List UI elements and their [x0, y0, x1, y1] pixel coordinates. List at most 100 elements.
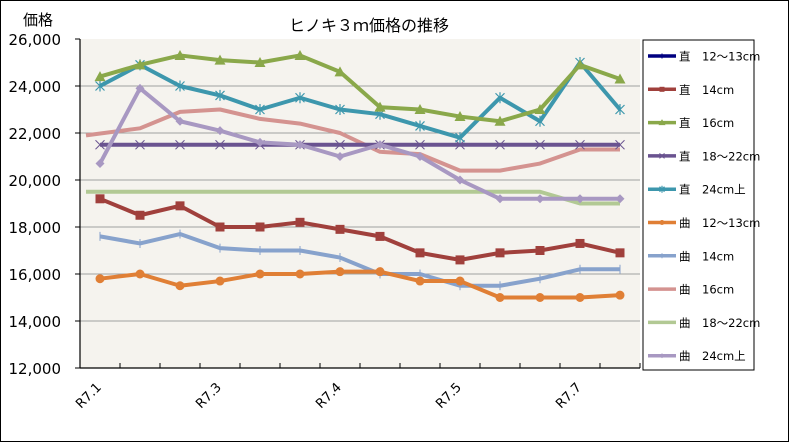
data-point	[614, 73, 626, 84]
data-point	[495, 139, 505, 150]
data-point	[135, 139, 145, 150]
x-tick-label: R7.7	[553, 380, 585, 412]
series-line	[98, 86, 620, 201]
y-tick-label: 18,000	[9, 219, 62, 237]
data-point	[95, 80, 105, 92]
data-point	[414, 104, 426, 114]
data-point	[535, 139, 545, 150]
data-point	[575, 293, 585, 302]
data-point	[255, 104, 265, 115]
data-point	[495, 293, 505, 302]
data-point	[535, 194, 545, 204]
data-point	[375, 140, 385, 150]
data-point	[175, 116, 185, 126]
data-point	[175, 139, 185, 150]
data-point	[374, 101, 386, 112]
data-point	[575, 139, 585, 150]
data-point	[615, 248, 625, 258]
data-point	[135, 210, 145, 220]
data-point	[335, 139, 345, 150]
series-line	[99, 269, 621, 300]
legend-label: 直 16cm	[679, 116, 734, 130]
x-tick-label: R7.1	[73, 380, 105, 412]
data-point	[658, 119, 666, 126]
series-line-group	[86, 189, 620, 206]
series-line	[99, 60, 622, 140]
series-line-group	[95, 83, 625, 204]
series-line	[99, 53, 621, 124]
data-point	[255, 137, 265, 147]
y-tick-label: 26,000	[9, 31, 62, 49]
y-tick-label: 16,000	[9, 266, 62, 284]
legend-label: 曲 24cm上	[679, 349, 746, 363]
data-point	[455, 132, 465, 144]
legend-item: 曲 14cm	[648, 249, 734, 263]
legend-item: 直 16cm	[648, 116, 734, 130]
data-point	[455, 255, 465, 265]
legend-label: 直 12～13cm	[679, 50, 760, 64]
data-point	[95, 159, 105, 169]
data-point	[494, 115, 506, 126]
legend-item: 直 18～22cm	[648, 149, 760, 163]
series-line-group	[95, 267, 625, 302]
data-point	[375, 267, 385, 277]
x-tick-label: R7.5	[433, 380, 465, 412]
data-point	[415, 248, 425, 258]
x-tick-label: R7.3	[193, 380, 225, 412]
data-point	[415, 276, 425, 286]
data-point	[495, 194, 505, 204]
data-point	[134, 59, 146, 70]
data-point	[135, 269, 145, 279]
data-point	[615, 139, 625, 150]
data-point	[335, 104, 345, 115]
data-point	[535, 293, 545, 302]
plot-area	[80, 39, 640, 368]
data-point	[659, 353, 665, 359]
data-point	[375, 231, 385, 241]
data-point	[295, 217, 305, 227]
data-point	[214, 54, 226, 65]
legend-label: 直 24cm上	[679, 183, 746, 197]
legend-item: 曲 12～13cm	[648, 216, 760, 230]
data-point	[659, 86, 665, 92]
legend-label: 曲 12～13cm	[679, 216, 760, 230]
data-point	[455, 276, 465, 286]
data-point	[215, 139, 225, 150]
data-point	[255, 269, 265, 279]
legend-label: 曲 18～22cm	[679, 316, 760, 330]
legend-box	[642, 39, 755, 371]
y-tick-label: 24,000	[9, 78, 62, 96]
series-line-group	[95, 139, 625, 150]
data-point	[615, 194, 625, 204]
y-tick-label: 22,000	[9, 125, 62, 143]
data-point	[254, 57, 266, 67]
series-line	[86, 189, 620, 206]
chart-title: ヒノキ３ｍ価格の推移	[289, 16, 449, 35]
data-point	[215, 222, 225, 232]
y-tick-label: 12,000	[9, 360, 62, 378]
data-point	[215, 276, 225, 286]
data-point	[454, 111, 466, 122]
data-point	[534, 104, 546, 114]
data-point	[95, 194, 105, 204]
data-point	[615, 104, 625, 115]
data-point	[175, 281, 185, 291]
data-point	[215, 89, 225, 101]
legend-label: 曲 14cm	[679, 249, 734, 263]
legend-label: 曲 16cm	[679, 283, 734, 297]
legend-item: 直 14cm	[648, 83, 734, 97]
legend-item: 曲 24cm上	[648, 349, 746, 363]
data-point	[335, 224, 345, 234]
data-point	[615, 290, 625, 300]
data-point	[455, 139, 465, 150]
data-point	[95, 274, 105, 284]
x-tick-label: R7.4	[313, 380, 345, 412]
data-point	[575, 238, 585, 248]
data-point	[495, 92, 505, 104]
data-point	[95, 139, 105, 150]
data-point	[455, 175, 465, 185]
data-point	[295, 269, 305, 279]
